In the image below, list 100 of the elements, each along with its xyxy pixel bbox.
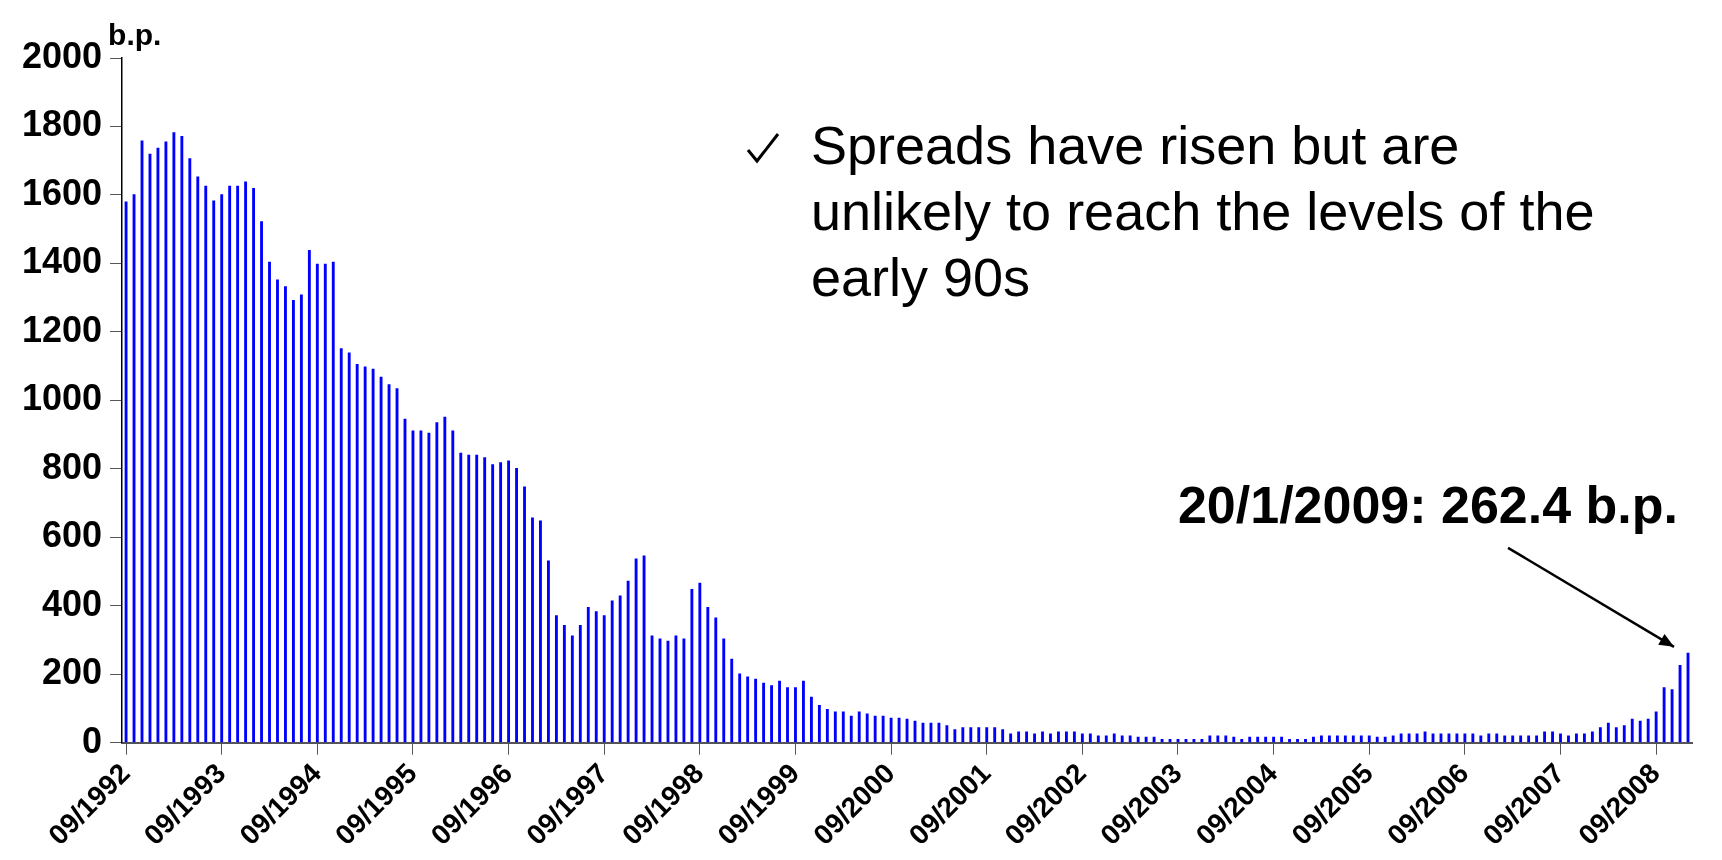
bar xyxy=(1256,736,1260,743)
bar xyxy=(1535,735,1539,743)
bar xyxy=(347,352,351,743)
bar xyxy=(252,188,256,743)
bar xyxy=(1503,735,1507,743)
bar xyxy=(483,457,487,743)
bar xyxy=(570,635,574,743)
bar xyxy=(260,221,263,743)
bar xyxy=(594,611,598,743)
bar xyxy=(1646,718,1650,743)
bar xyxy=(244,181,248,743)
bar xyxy=(531,517,534,743)
bar xyxy=(786,687,789,743)
bar xyxy=(1463,733,1467,743)
bar xyxy=(276,279,279,743)
y-tick-label: 600 xyxy=(42,514,103,556)
bar xyxy=(762,682,766,743)
bar xyxy=(1519,735,1523,743)
bar xyxy=(873,715,877,743)
bar xyxy=(427,432,431,743)
bar xyxy=(953,729,957,743)
bar xyxy=(1590,731,1594,743)
bar xyxy=(355,364,359,743)
bar xyxy=(1567,735,1570,743)
bar xyxy=(459,452,463,743)
bar xyxy=(1367,735,1371,743)
bar xyxy=(1543,731,1547,743)
bar xyxy=(196,176,200,743)
bar xyxy=(1120,735,1124,743)
bar xyxy=(1216,735,1220,743)
bar xyxy=(1009,733,1013,743)
bar xyxy=(1320,735,1323,743)
bar xyxy=(770,685,773,743)
bar xyxy=(1511,735,1515,743)
bar xyxy=(307,250,311,743)
bar xyxy=(809,696,813,743)
bar xyxy=(1232,736,1236,743)
bar xyxy=(730,658,734,743)
bar xyxy=(299,294,303,743)
bar xyxy=(1495,733,1499,743)
bar xyxy=(1582,733,1586,743)
bar xyxy=(1479,735,1483,743)
bar xyxy=(331,261,335,743)
bar xyxy=(1383,736,1387,743)
bar xyxy=(1152,736,1156,743)
bar xyxy=(1527,735,1531,743)
bar xyxy=(507,460,511,743)
y-tick-label: 400 xyxy=(42,582,103,624)
bar xyxy=(212,200,216,743)
bar xyxy=(634,558,638,743)
bar xyxy=(1224,735,1228,743)
bar xyxy=(1351,735,1355,743)
bar xyxy=(1049,733,1052,743)
bar xyxy=(865,713,869,743)
bar xyxy=(363,366,367,743)
bar xyxy=(1622,725,1626,743)
bar xyxy=(1614,727,1618,743)
y-tick-label: 0 xyxy=(82,719,103,761)
bar xyxy=(1104,735,1108,743)
bar xyxy=(578,624,582,743)
bar xyxy=(722,638,726,743)
bar xyxy=(1312,736,1315,743)
bar xyxy=(172,132,176,743)
bar xyxy=(419,430,423,743)
bar xyxy=(554,615,558,743)
bar xyxy=(1088,733,1092,743)
bar xyxy=(1391,735,1395,743)
bar xyxy=(1670,689,1674,743)
bar xyxy=(371,368,375,743)
bar xyxy=(1335,735,1339,743)
bar xyxy=(1455,733,1459,743)
bar xyxy=(1144,736,1148,743)
bar xyxy=(985,727,989,743)
bar xyxy=(1128,735,1132,743)
bar xyxy=(1487,733,1491,743)
bar xyxy=(1017,731,1021,743)
bar xyxy=(228,185,232,743)
bar xyxy=(1343,735,1347,743)
bar xyxy=(626,580,630,743)
bar xyxy=(706,607,710,743)
bar xyxy=(539,520,542,743)
bar xyxy=(937,722,941,743)
bar xyxy=(475,454,479,743)
bar xyxy=(499,462,503,743)
bar xyxy=(849,715,853,743)
bar xyxy=(1280,736,1284,743)
bar xyxy=(714,617,718,743)
bar xyxy=(1264,736,1268,743)
bar xyxy=(1296,738,1299,743)
y-tick-label: 1000 xyxy=(21,377,103,419)
bar xyxy=(961,727,965,743)
bar xyxy=(451,430,455,743)
bar xyxy=(1136,736,1140,743)
bar xyxy=(690,588,694,743)
bar xyxy=(817,705,821,743)
bar xyxy=(1272,736,1276,743)
bar xyxy=(339,348,343,743)
bar xyxy=(945,725,949,743)
bar xyxy=(825,709,829,743)
bar xyxy=(610,600,614,743)
